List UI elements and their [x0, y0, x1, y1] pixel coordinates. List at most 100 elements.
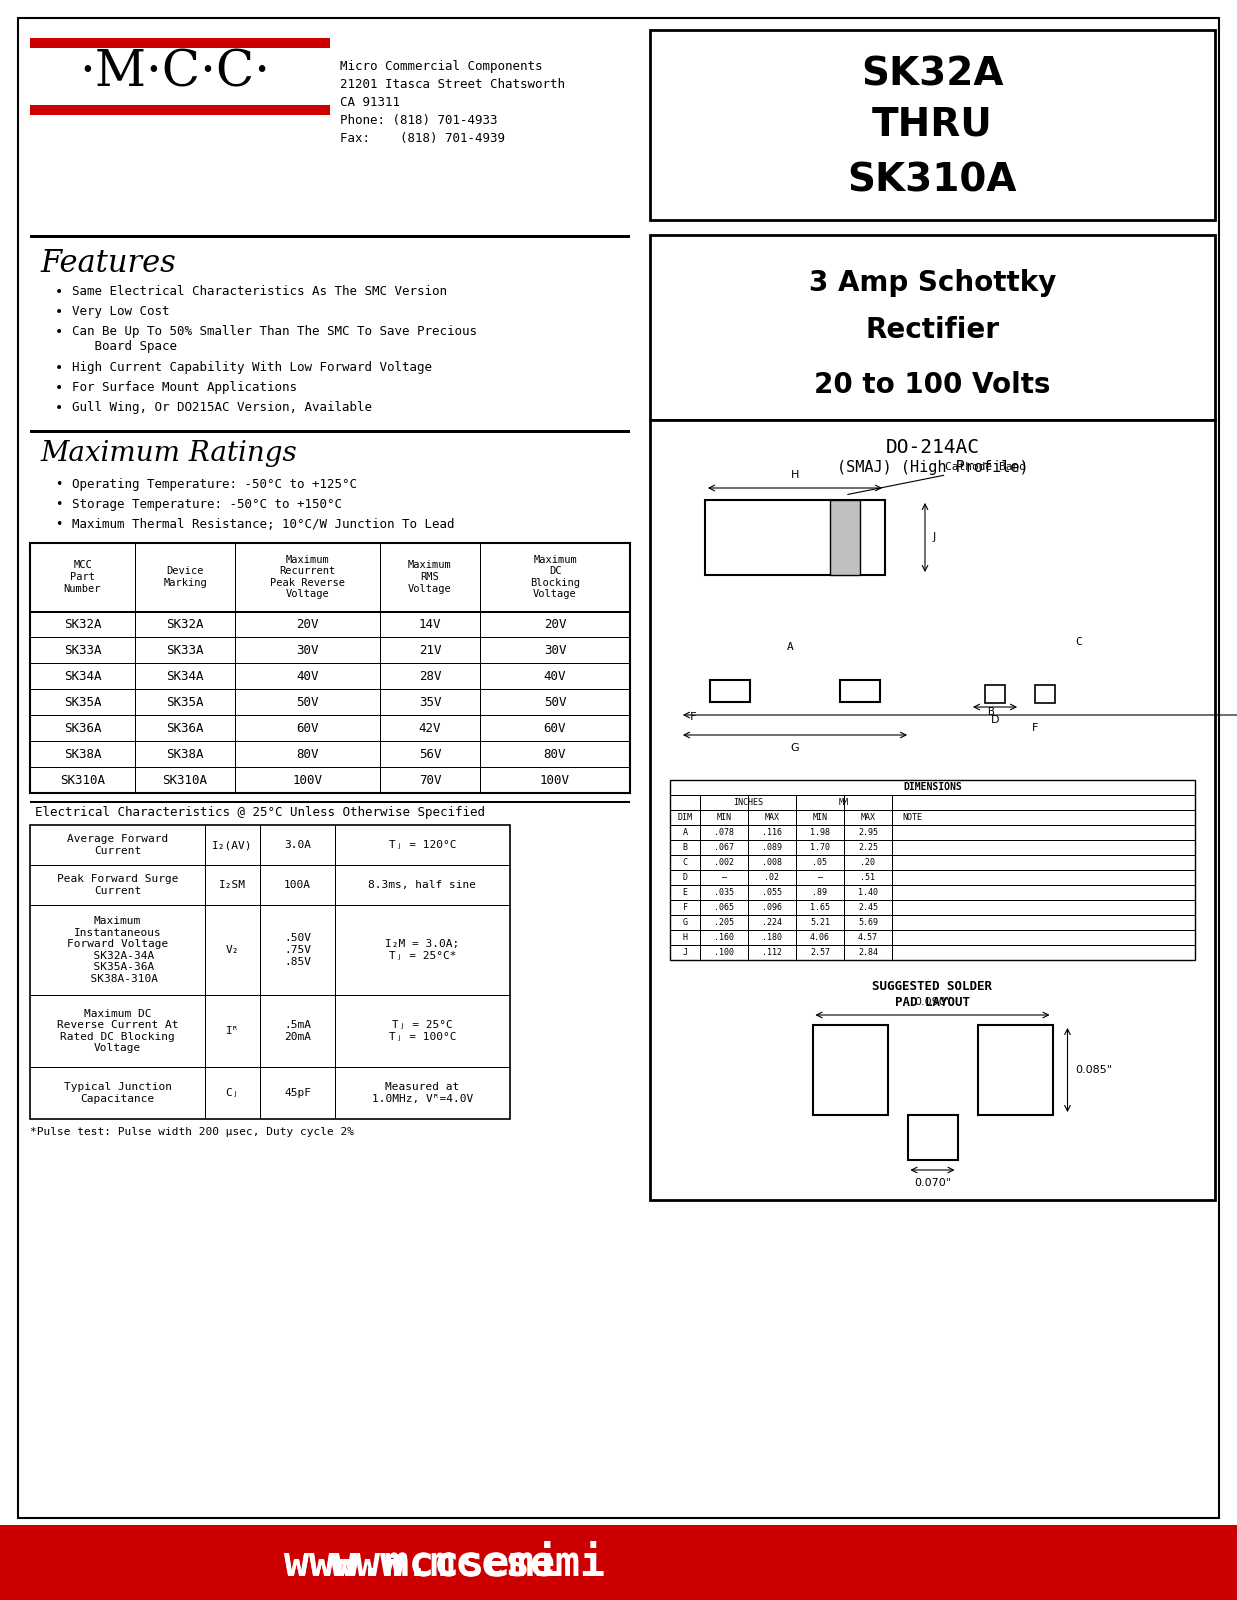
Text: 80V: 80V: [544, 747, 567, 760]
Text: C: C: [1075, 637, 1081, 646]
Text: Maximum
RMS
Voltage: Maximum RMS Voltage: [408, 560, 452, 594]
Text: •: •: [54, 285, 63, 299]
Text: MAX: MAX: [861, 813, 876, 822]
Text: CA 91311: CA 91311: [340, 96, 400, 109]
Text: 40V: 40V: [544, 669, 567, 683]
Text: .02: .02: [764, 874, 779, 882]
Text: Micro Commercial Components: Micro Commercial Components: [340, 59, 543, 74]
Text: G: G: [790, 742, 799, 754]
Text: MAX: MAX: [764, 813, 779, 822]
Bar: [649, 30, 1215, 219]
Text: SK38A: SK38A: [166, 747, 204, 760]
Text: Maximum Ratings: Maximum Ratings: [40, 440, 297, 467]
Text: .008: .008: [762, 858, 782, 867]
Text: SK35A: SK35A: [64, 696, 101, 709]
Text: G: G: [683, 918, 688, 926]
Text: 70V: 70V: [419, 773, 442, 787]
Text: 2.84: 2.84: [858, 947, 878, 957]
Text: .180: .180: [762, 933, 782, 942]
Text: Peak Forward Surge
Current: Peak Forward Surge Current: [57, 874, 178, 896]
Text: SK34A: SK34A: [64, 669, 101, 683]
Polygon shape: [680, 510, 705, 565]
Text: 4.57: 4.57: [858, 933, 878, 942]
Bar: [30, 235, 630, 238]
Bar: [813, 1026, 887, 1115]
Text: DO-214AC: DO-214AC: [886, 438, 980, 458]
Text: Gull Wing, Or DO215AC Version, Available: Gull Wing, Or DO215AC Version, Available: [72, 402, 372, 414]
Bar: [977, 1026, 1053, 1115]
Text: .055: .055: [762, 888, 782, 898]
Text: Cathode Band: Cathode Band: [847, 462, 1025, 494]
Bar: [710, 680, 750, 702]
Text: .224: .224: [762, 918, 782, 926]
Text: .065: .065: [714, 902, 734, 912]
Bar: [30, 106, 330, 115]
Text: 5.21: 5.21: [810, 918, 830, 926]
Text: Tⱼ = 120°C: Tⱼ = 120°C: [388, 840, 456, 850]
Text: B: B: [987, 707, 993, 717]
Text: www.mccsemi: www.mccsemi: [283, 1542, 558, 1584]
Text: SK310A: SK310A: [847, 162, 1017, 198]
Text: DIM: DIM: [678, 813, 693, 822]
Text: 50V: 50V: [544, 696, 567, 709]
Bar: [30, 38, 330, 48]
Text: Tⱼ = 25°C
Tⱼ = 100°C: Tⱼ = 25°C Tⱼ = 100°C: [388, 1021, 456, 1042]
Bar: [908, 1115, 957, 1160]
Text: A: A: [787, 642, 793, 653]
Text: SK33A: SK33A: [166, 643, 204, 656]
Text: —: —: [818, 874, 823, 882]
Text: •: •: [54, 362, 63, 374]
Polygon shape: [680, 619, 910, 680]
Text: MIN: MIN: [716, 813, 731, 822]
Text: 4.06: 4.06: [810, 933, 830, 942]
Text: ·M·C·C·: ·M·C·C·: [79, 48, 271, 98]
Polygon shape: [970, 605, 1070, 685]
Bar: [830, 499, 860, 574]
Text: I₂(AV): I₂(AV): [213, 840, 252, 850]
Text: 2.95: 2.95: [858, 829, 878, 837]
Text: 80V: 80V: [296, 747, 319, 760]
Bar: [670, 781, 1195, 960]
Text: I₂M = 3.0A;
Tⱼ = 25°C*: I₂M = 3.0A; Tⱼ = 25°C*: [386, 939, 460, 960]
Text: 35V: 35V: [419, 696, 442, 709]
Text: Maximum
Instantaneous
Forward Voltage
  SK32A-34A
  SK35A-36A
  SK38A-310A: Maximum Instantaneous Forward Voltage SK…: [67, 915, 168, 984]
Bar: [30, 826, 510, 1118]
Text: 1.40: 1.40: [858, 888, 878, 898]
Text: .50V
.75V
.85V: .50V .75V .85V: [285, 933, 310, 966]
Text: 100V: 100V: [541, 773, 570, 787]
Text: .100: .100: [714, 947, 734, 957]
Text: 1.70: 1.70: [810, 843, 830, 851]
Text: .116: .116: [762, 829, 782, 837]
Text: 30V: 30V: [296, 643, 319, 656]
Text: •: •: [54, 498, 62, 510]
Text: SK34A: SK34A: [166, 669, 204, 683]
Bar: [1147, 1525, 1237, 1600]
Text: 20 to 100 Volts: 20 to 100 Volts: [814, 371, 1050, 398]
Bar: [985, 685, 1004, 702]
Text: SK310A: SK310A: [61, 773, 105, 787]
Text: •: •: [54, 381, 63, 395]
Text: .112: .112: [762, 947, 782, 957]
Text: 60V: 60V: [544, 722, 567, 734]
Text: NOTE: NOTE: [902, 813, 922, 822]
Text: •: •: [54, 402, 63, 414]
Text: H: H: [683, 933, 688, 942]
Text: I₂SM: I₂SM: [219, 880, 246, 890]
Text: www.mccsemi: www.mccsemi: [330, 1542, 605, 1584]
Text: H: H: [790, 470, 799, 480]
Text: .51: .51: [861, 874, 876, 882]
Text: V₂: V₂: [225, 946, 239, 955]
Bar: [705, 499, 884, 574]
Text: B: B: [683, 843, 688, 851]
Text: 2.45: 2.45: [858, 902, 878, 912]
Bar: [840, 680, 880, 702]
Text: 1.98: 1.98: [810, 829, 830, 837]
Text: 5.69: 5.69: [858, 918, 878, 926]
Text: www.mccsemi: www.mccsemi: [283, 1542, 558, 1584]
Text: Average Forward
Current: Average Forward Current: [67, 834, 168, 856]
Text: 20V: 20V: [296, 618, 319, 630]
Text: 20V: 20V: [544, 618, 567, 630]
Text: .089: .089: [762, 843, 782, 851]
Text: C: C: [683, 858, 688, 867]
Text: SK35A: SK35A: [166, 696, 204, 709]
